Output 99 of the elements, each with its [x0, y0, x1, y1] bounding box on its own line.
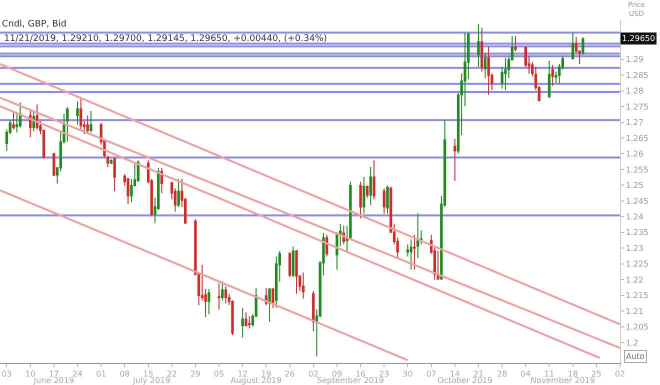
y-tick-label: 1.25 — [626, 181, 644, 190]
x-tick-label: 02 — [614, 370, 626, 379]
candlestick — [288, 251, 292, 278]
x2-tick-label: September 2019 — [316, 376, 384, 385]
candlestick — [268, 288, 271, 322]
candlestick — [504, 57, 507, 91]
x2-tick-label: October 2019 — [438, 376, 492, 385]
candlestick — [487, 46, 490, 96]
y-tick-label: 1.215 — [626, 291, 649, 300]
x-tick-label: 10 — [25, 370, 36, 379]
x-tick-label: 16 — [355, 370, 366, 379]
x-tick-label: 28 — [496, 370, 508, 379]
y-tick-label: 1.2 — [626, 338, 638, 348]
candlestick — [454, 138, 456, 182]
candlestick — [292, 246, 294, 278]
x-tick-label: 05 — [214, 370, 224, 379]
y-tick-label: 1.245 — [626, 196, 649, 206]
chart-title: Cndl, GBP, Bid — [2, 19, 66, 30]
candlestick — [208, 288, 210, 315]
candlestick — [224, 286, 228, 304]
x-tick-label: 07 — [426, 370, 436, 379]
candlestick — [416, 213, 420, 259]
x-tick-label: 25 — [591, 370, 602, 379]
candlestick — [436, 250, 440, 280]
x-tick-label: 29 — [190, 370, 201, 379]
candlestick — [36, 104, 38, 130]
candlestick — [272, 288, 274, 308]
x2-tick-label: June 2019 — [32, 376, 74, 385]
candlestick — [551, 64, 554, 86]
y-tick-label: 1.265 — [626, 134, 649, 143]
candlestick — [413, 234, 416, 270]
x-tick-label: 01 — [96, 370, 106, 379]
candlestick — [386, 185, 389, 214]
candlestick — [113, 157, 116, 192]
candlestick — [582, 36, 584, 56]
candlestick — [241, 307, 244, 338]
y-tick-label: 1.24 — [626, 212, 644, 222]
x-tick-label: 08 — [120, 370, 130, 379]
candlestick — [572, 32, 574, 60]
candlestick — [52, 152, 56, 177]
candlestick — [86, 115, 89, 133]
x-tick-label: 24 — [72, 370, 83, 379]
y-tick-label: 1.225 — [626, 260, 649, 269]
candlestick — [514, 36, 517, 52]
annotation: 1.29650 — [622, 34, 656, 43]
x-tick-label: 04 — [520, 370, 531, 379]
candlestick — [362, 176, 366, 214]
y-tick-label: 1.23 — [626, 244, 644, 253]
x-tick-label: 03 — [2, 370, 12, 379]
candlestick — [66, 106, 69, 142]
y-tick-label: 1.205 — [626, 322, 649, 332]
x-tick-label: 22 — [166, 370, 177, 379]
x-tick-label: 18 — [568, 370, 578, 379]
candlestick — [312, 290, 315, 332]
y-tick-label: 1.275 — [626, 102, 649, 112]
candlestick — [359, 181, 362, 219]
annotation: 11/21/2019, 1.29210, 1.29700, 1.29145, 1.29650, +0.00440, (+0.34%) — [4, 34, 327, 44]
y-tick-label: 1.29 — [626, 55, 644, 64]
x-tick-label: 12 — [238, 370, 248, 379]
y-tick-label: 1.26 — [626, 150, 644, 159]
x-tick-label: 15 — [143, 370, 154, 379]
candlestick — [221, 281, 224, 301]
candlestick — [218, 282, 220, 310]
y-tick-label: 1.285 — [626, 70, 649, 80]
candlestick — [302, 272, 305, 299]
x-tick-label: 02 — [308, 370, 318, 379]
y-tick-label: 1.21 — [626, 306, 644, 316]
candlestick — [382, 188, 386, 214]
candlestick — [177, 178, 180, 208]
y-tick-label: 1.27 — [626, 118, 644, 128]
text: Auto — [626, 352, 645, 361]
candlestick — [76, 101, 79, 126]
candlestick — [369, 166, 372, 206]
y-tick-label: 1.22 — [626, 275, 644, 284]
y-tick-label: 1.28 — [626, 86, 644, 96]
x-tick-label: 11 — [544, 370, 554, 379]
x2-tick-label: August 2019 — [230, 376, 282, 385]
x-tick-label: 09 — [332, 370, 342, 379]
candlestick — [80, 96, 82, 130]
x2-tick-label: November 2019 — [530, 376, 595, 385]
candlestick — [160, 167, 164, 194]
candlestick — [548, 60, 551, 98]
x-tick-label: 26 — [284, 370, 295, 379]
candlestick — [366, 185, 369, 198]
candlestick — [484, 52, 487, 79]
candlestick — [372, 160, 376, 200]
candlestick — [477, 24, 480, 68]
candlestick — [244, 312, 248, 327]
y-tick-label: 1.235 — [626, 228, 649, 238]
candlestick — [248, 316, 251, 329]
y-tick-label: 1.255 — [626, 165, 649, 174]
candlestick — [90, 110, 92, 133]
candlestick — [126, 177, 130, 205]
candlestick — [480, 27, 484, 72]
x-tick-label: 30 — [402, 370, 413, 379]
x2-tick-label: July 2019 — [132, 376, 170, 385]
candlestick — [295, 250, 298, 294]
candlestick — [410, 239, 412, 270]
candlestick — [12, 110, 15, 130]
